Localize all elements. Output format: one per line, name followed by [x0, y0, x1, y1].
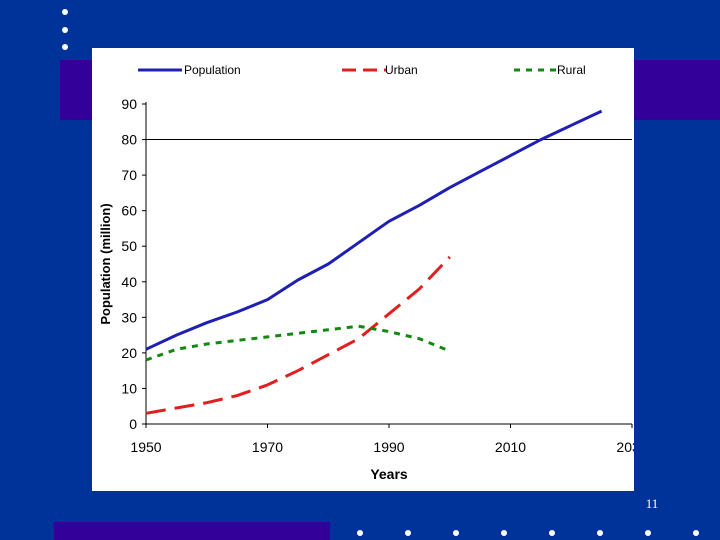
series-line-rural [145, 324, 451, 362]
bullet-dot [62, 44, 68, 50]
bottom-dot [357, 530, 363, 536]
x-tick-label: 2010 [495, 439, 526, 455]
y-tick-label: 60 [121, 203, 137, 219]
population-chart: 010203040506070809019501970199020102030Y… [98, 63, 634, 482]
x-tick-label: 1990 [373, 439, 404, 455]
y-tick-label: 0 [129, 416, 137, 432]
bottom-dot [597, 530, 603, 536]
legend-label-rural: Rural [557, 63, 586, 77]
bullet-dot [62, 9, 68, 15]
legend-label-urban: Urban [385, 63, 418, 77]
y-tick-label: 70 [121, 167, 137, 183]
x-tick-label: 1950 [130, 439, 161, 455]
x-tick-label: 1970 [252, 439, 283, 455]
bullet-dot [62, 27, 68, 33]
chart-panel: 010203040506070809019501970199020102030Y… [92, 48, 634, 491]
y-axis-label: Population (million) [98, 203, 113, 324]
slide-number: 11 [645, 496, 659, 511]
bottom-dot [693, 530, 699, 536]
y-tick-label: 50 [121, 238, 137, 254]
series-line-urban [145, 255, 451, 415]
bottom-dot [549, 530, 555, 536]
y-tick-label: 30 [121, 309, 137, 325]
y-tick-label: 80 [121, 132, 137, 148]
y-tick-label: 20 [121, 345, 137, 361]
x-axis-label: Years [370, 466, 408, 482]
y-tick-label: 40 [121, 274, 137, 290]
y-tick-label: 90 [121, 96, 137, 112]
accent-bar-bottom [54, 522, 330, 540]
bottom-dot [453, 530, 459, 536]
bottom-dot [501, 530, 507, 536]
series-line-population [145, 109, 603, 351]
bottom-dot [405, 530, 411, 536]
legend-label-population: Population [184, 63, 241, 77]
y-tick-label: 10 [121, 380, 137, 396]
bottom-dot [645, 530, 651, 536]
